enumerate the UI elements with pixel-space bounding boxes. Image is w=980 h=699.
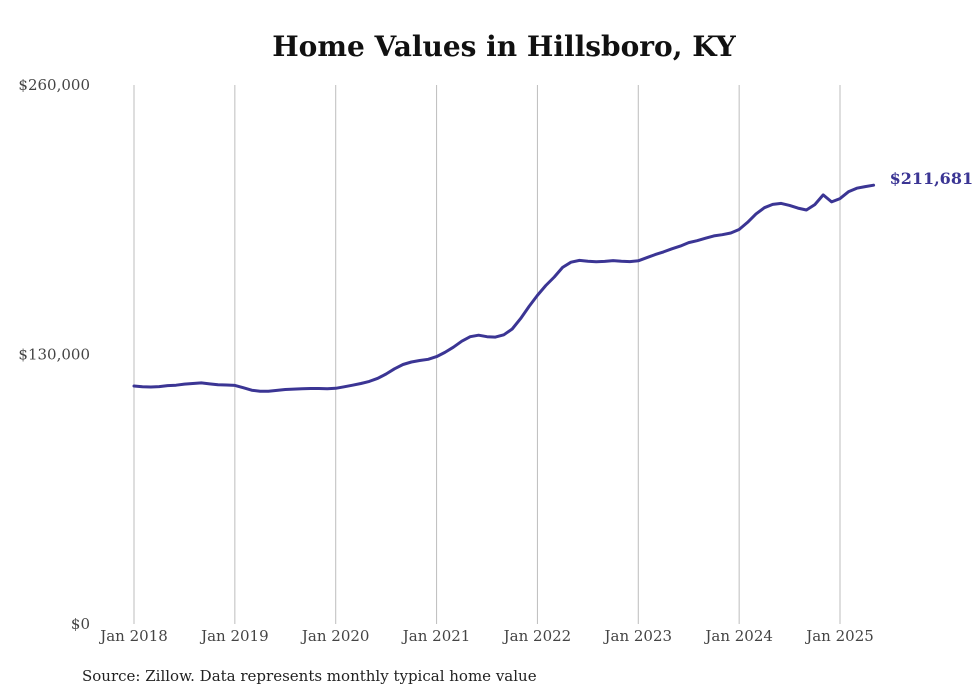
y-tick-label: $130,000 [18, 346, 90, 364]
x-tick-label: Jan 2019 [199, 627, 269, 645]
source-note: Source: Zillow. Data represents monthly … [82, 667, 537, 685]
chart-title: Home Values in Hillsboro, KY [272, 30, 736, 63]
x-axis: Jan 2018 Jan 2019 Jan 2020 Jan 2021 Jan 2022… [98, 627, 874, 645]
chart-gridlines [133, 85, 841, 624]
y-tick-label: $0 [71, 615, 90, 633]
x-tick-label: Jan 2022 [502, 627, 572, 645]
y-tick-label: $260,000 [18, 76, 90, 94]
x-tick-label: Jan 2024 [703, 627, 773, 645]
home-value-line [132, 183, 876, 393]
x-tick-label: Jan 2018 [98, 627, 168, 645]
x-tick-label: Jan 2023 [603, 627, 673, 645]
x-tick-label: Jan 2025 [804, 627, 874, 645]
x-tick-label: Jan 2020 [300, 627, 370, 645]
latest-value-label: $211,681 [890, 169, 974, 188]
y-axis: $0 $130,000 $260,000 [18, 76, 90, 633]
x-tick-label: Jan 2021 [401, 627, 471, 645]
